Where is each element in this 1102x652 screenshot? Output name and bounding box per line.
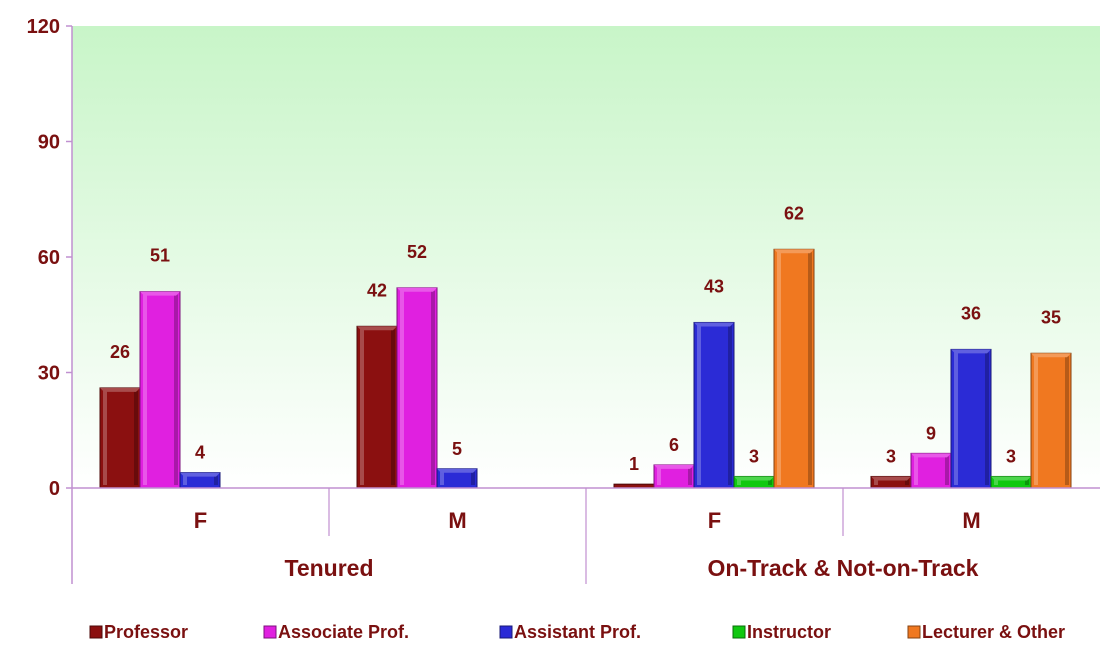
data-label: 3 — [1006, 446, 1016, 466]
bar — [910, 452, 952, 489]
legend-label: Professor — [104, 622, 188, 642]
bar — [99, 387, 141, 489]
data-label: 9 — [926, 423, 936, 443]
y-tick-label: 30 — [38, 363, 60, 385]
data-label: 6 — [669, 435, 679, 455]
legend-item: Instructor — [732, 622, 831, 642]
legend-swatch — [499, 625, 513, 639]
y-tick-label: 120 — [27, 16, 60, 38]
legend-item: Professor — [89, 622, 188, 642]
x-tick-label: M — [962, 508, 980, 533]
group-label: Tenured — [284, 555, 373, 581]
legend-swatch — [907, 625, 921, 639]
legend-item: Lecturer & Other — [907, 622, 1065, 642]
bar — [356, 325, 398, 489]
bar — [870, 475, 912, 489]
legend: Professor Associate Prof. Assistant Prof. I… — [89, 622, 1065, 642]
legend-swatch — [732, 625, 746, 639]
group-label: On-Track & Not-on-Track — [708, 555, 979, 581]
legend-label: Lecturer & Other — [922, 622, 1065, 642]
legend-item: Assistant Prof. — [499, 622, 641, 642]
data-label: 62 — [784, 203, 804, 223]
bar — [436, 468, 478, 489]
data-label: 4 — [195, 443, 205, 463]
data-label: 1 — [629, 454, 639, 474]
x-tick-label: F — [194, 508, 207, 533]
bar — [179, 472, 221, 489]
bar — [733, 475, 775, 489]
legend-item: Associate Prof. — [263, 622, 409, 642]
plot-area-background — [72, 26, 1100, 488]
data-label: 35 — [1041, 307, 1061, 327]
legend-label: Instructor — [747, 622, 831, 642]
y-tick-label: 90 — [38, 132, 60, 154]
y-tick-label: 60 — [38, 247, 60, 269]
bar — [950, 348, 992, 489]
y-tick-label: 0 — [49, 478, 60, 500]
data-label: 51 — [150, 246, 170, 266]
legend-label: Assistant Prof. — [514, 622, 641, 642]
legend-swatch — [89, 625, 103, 639]
x-tick-label: F — [708, 508, 721, 533]
bar — [396, 287, 438, 489]
data-label: 3 — [886, 446, 896, 466]
bar — [693, 321, 735, 489]
x-tick-label: M — [448, 508, 466, 533]
data-label: 26 — [110, 342, 130, 362]
data-label: 43 — [704, 276, 724, 296]
bar — [139, 291, 181, 489]
legend-label: Associate Prof. — [278, 622, 409, 642]
bar — [990, 475, 1032, 489]
data-label: 52 — [407, 242, 427, 262]
data-label: 42 — [367, 280, 387, 300]
data-label: 36 — [961, 303, 981, 323]
bar — [1030, 352, 1072, 489]
bar — [653, 464, 695, 489]
data-label: 5 — [452, 439, 462, 459]
data-label: 3 — [749, 446, 759, 466]
bar — [773, 248, 815, 489]
legend-swatch — [263, 625, 277, 639]
